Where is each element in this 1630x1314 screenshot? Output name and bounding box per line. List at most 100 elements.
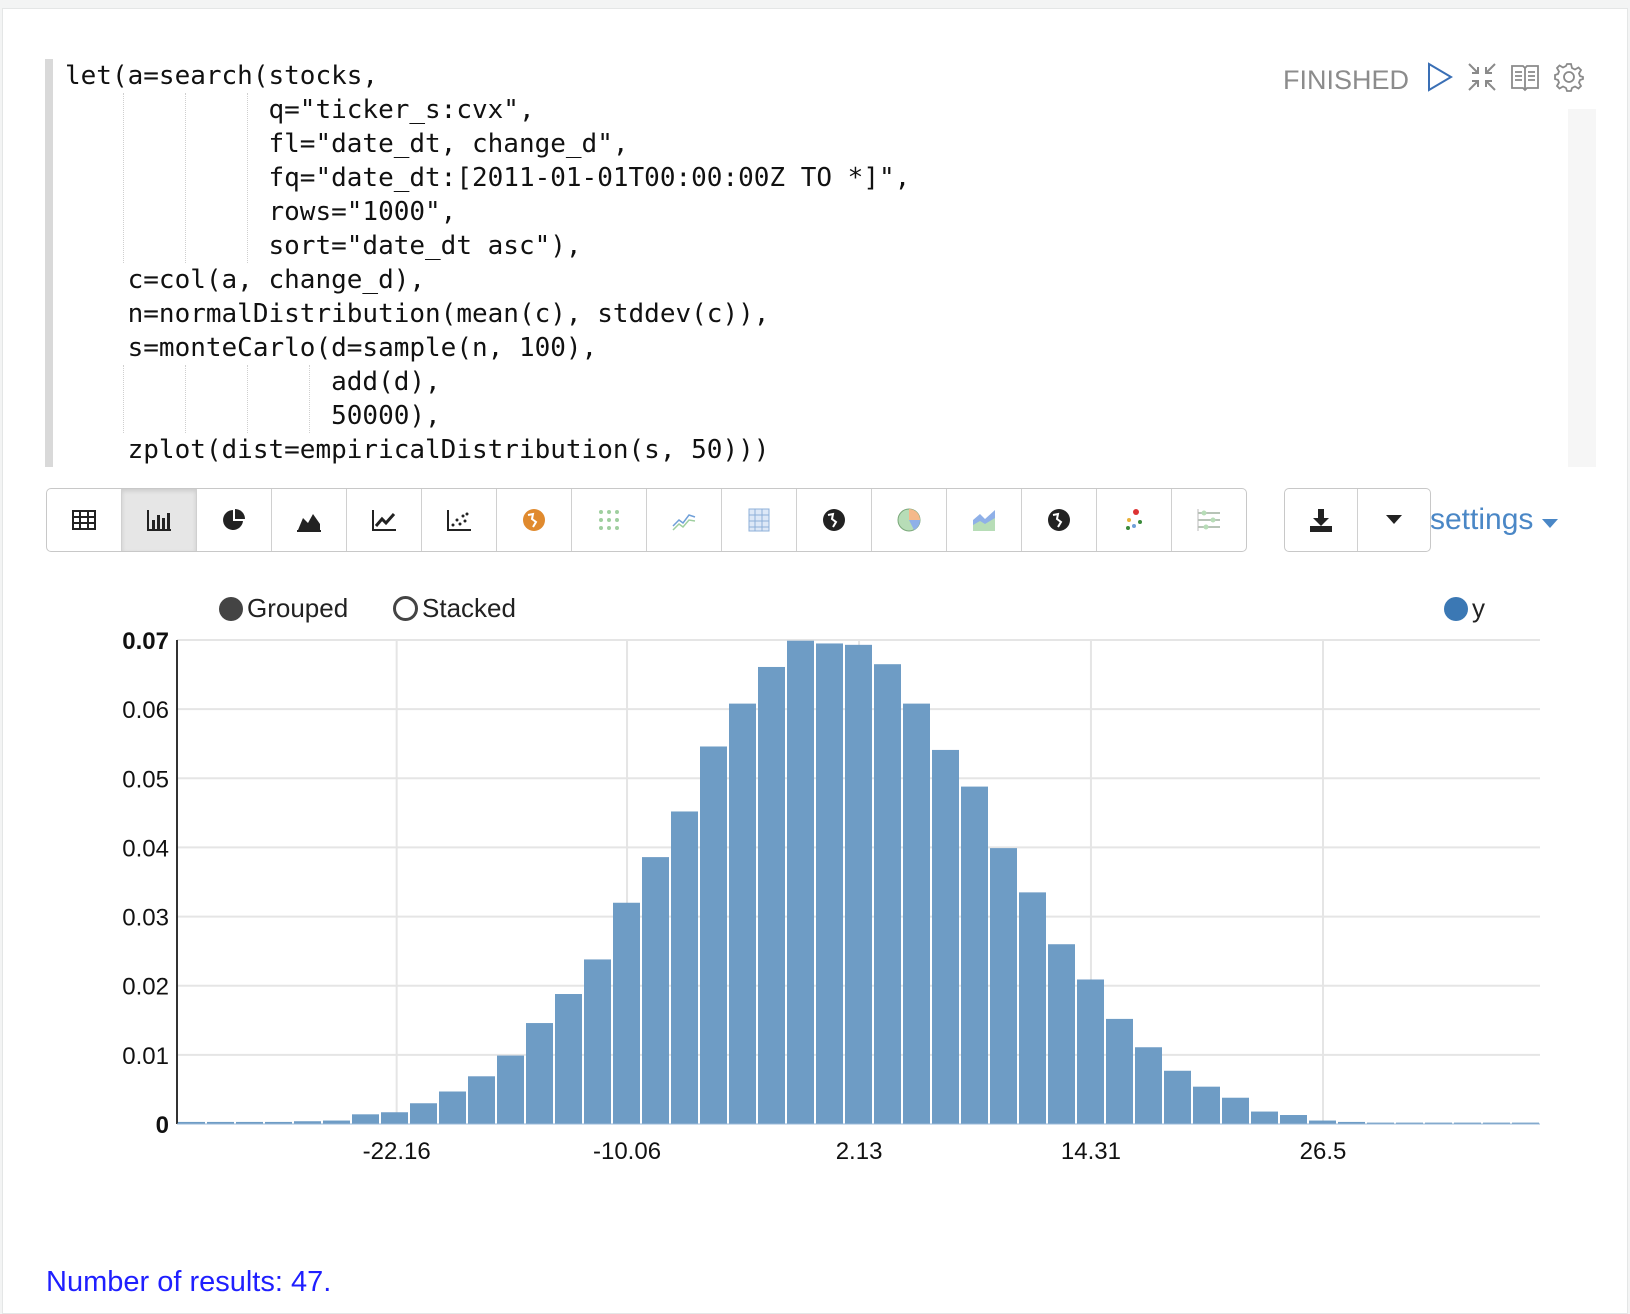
chart-type-area-chart-button[interactable]: [272, 489, 347, 551]
histogram-bar: [642, 857, 669, 1124]
histogram-bar: [410, 1103, 437, 1124]
chart-type-world-button[interactable]: [1022, 489, 1097, 551]
settings-dropdown[interactable]: settings: [1430, 503, 1558, 537]
download-icon: [1310, 509, 1332, 532]
histogram-bar: [1019, 892, 1046, 1124]
histogram-bar: [1280, 1115, 1307, 1124]
code-editor[interactable]: let(a=search(stocks, q="ticker_s:cvx", f…: [45, 59, 1596, 467]
stacked-radio[interactable]: Stacked: [393, 593, 516, 624]
histogram-bar: [671, 811, 698, 1124]
y-tick-label: 0: [156, 1112, 169, 1139]
histogram-bar: [1193, 1086, 1220, 1124]
chart-type-sliders-button[interactable]: [1172, 489, 1246, 551]
histogram-bar: [700, 746, 727, 1124]
chart-type-scatter-chart-button[interactable]: [422, 489, 497, 551]
collapse-icon[interactable]: [1466, 61, 1498, 93]
x-tick-label: 2.13: [836, 1138, 883, 1165]
code-line: zplot(dist=empiricalDistribution(s, 50))…: [65, 435, 770, 465]
histogram-bar: [584, 959, 611, 1124]
book-icon[interactable]: [1509, 61, 1541, 93]
histogram-bar: [932, 749, 959, 1124]
histogram-bar: [961, 786, 988, 1124]
status-label: FINISHED: [1283, 65, 1410, 95]
table-icon: [72, 510, 96, 530]
x-tick-label: -22.16: [363, 1138, 431, 1165]
code-line: s=monteCarlo(d=sample(n, 100),: [65, 333, 598, 363]
histogram-bar: [1135, 1047, 1162, 1124]
histogram-bar: [816, 643, 843, 1124]
stacked-area-icon: [973, 510, 995, 531]
histogram-bar: [613, 902, 640, 1124]
code-scrollbar[interactable]: [1568, 109, 1596, 467]
chart-type-toolbar: [46, 488, 1247, 552]
chart-type-table-button[interactable]: [47, 489, 122, 551]
download-button[interactable]: [1285, 489, 1358, 551]
chart-type-bar-chart-button[interactable]: [122, 489, 197, 551]
code-line: fl="date_dt, change_d",: [65, 129, 629, 159]
chart-type-pie-chart-button[interactable]: [197, 489, 272, 551]
grouped-radio[interactable]: Grouped: [219, 593, 348, 624]
sliders-icon: [1197, 509, 1220, 531]
code-line: sort="date_dt asc"),: [65, 231, 582, 261]
x-tick-label: 14.31: [1061, 1138, 1121, 1165]
histogram-bar: [787, 640, 814, 1124]
scatter-chart-icon: [447, 510, 471, 531]
histogram-bar: [294, 1121, 321, 1124]
histogram-bar: [1164, 1070, 1191, 1124]
histogram-bar: [1222, 1097, 1249, 1124]
area-chart-icon: [297, 514, 321, 532]
histogram-bar: [497, 1055, 524, 1124]
chart-type-dot-matrix-button[interactable]: [572, 489, 647, 551]
chart-type-line-chart-button[interactable]: [347, 489, 422, 551]
chart-type-scatter-color-button[interactable]: [1097, 489, 1172, 551]
radio-empty-icon: [393, 596, 418, 621]
grouped-label: Grouped: [247, 593, 349, 623]
code-line: 50000),: [65, 401, 441, 431]
code-text[interactable]: let(a=search(stocks, q="ticker_s:cvx", f…: [65, 59, 910, 467]
caret-down-icon: [1386, 515, 1402, 524]
caret-down-icon: [1541, 519, 1558, 528]
pie-icon: [897, 508, 921, 532]
x-tick-label: -10.06: [593, 1138, 661, 1165]
download-dropdown-button[interactable]: [1358, 489, 1430, 551]
histogram-bar: [381, 1112, 408, 1124]
histogram-bar: [1106, 1018, 1133, 1124]
histogram-bar: [990, 848, 1017, 1124]
histogram-bar: [1512, 1122, 1539, 1124]
histogram-bar: [468, 1076, 495, 1124]
series-legend-y[interactable]: y: [1444, 593, 1485, 624]
heatmap-icon: [748, 508, 770, 532]
indent-guide: [309, 365, 310, 433]
histogram-bar: [1077, 979, 1104, 1124]
chart-type-pie-button[interactable]: [872, 489, 947, 551]
histogram-bar: [236, 1121, 263, 1124]
histogram-bar: [1396, 1122, 1423, 1124]
histogram-bar: [1309, 1120, 1336, 1124]
series-dot-icon: [1444, 596, 1468, 621]
histogram-bar: [265, 1121, 292, 1124]
code-line: n=normalDistribution(mean(c), stddev(c))…: [65, 299, 770, 329]
chart-type-globe-button[interactable]: [797, 489, 872, 551]
indent-guide: [123, 93, 124, 263]
histogram-bar: [526, 1023, 553, 1124]
indent-guide: [123, 365, 124, 433]
histogram-bar: [758, 666, 785, 1124]
histogram-bar: [1251, 1111, 1278, 1124]
chart-type-stacked-area-button[interactable]: [947, 489, 1022, 551]
chart-type-map-button[interactable]: [497, 489, 572, 551]
indent-guide: [247, 365, 248, 433]
code-line: fq="date_dt:[2011-01-01T00:00:00Z TO *]"…: [65, 163, 911, 193]
code-line: let(a=search(stocks,: [65, 61, 379, 91]
line-chart-icon: [372, 510, 396, 531]
chart-type-trend-button[interactable]: [647, 489, 722, 551]
settings-label: settings: [1430, 503, 1534, 536]
play-icon[interactable]: [1423, 61, 1455, 93]
chart-type-heatmap-button[interactable]: [722, 489, 797, 551]
y-tick-label: 0.01: [122, 1043, 169, 1070]
gear-icon[interactable]: [1553, 61, 1585, 93]
y-tick-label: 0.02: [122, 974, 169, 1001]
world-icon: [1048, 509, 1070, 531]
histogram-bar: [1454, 1122, 1481, 1124]
stacked-label: Stacked: [422, 593, 516, 623]
series-label: y: [1472, 593, 1485, 623]
